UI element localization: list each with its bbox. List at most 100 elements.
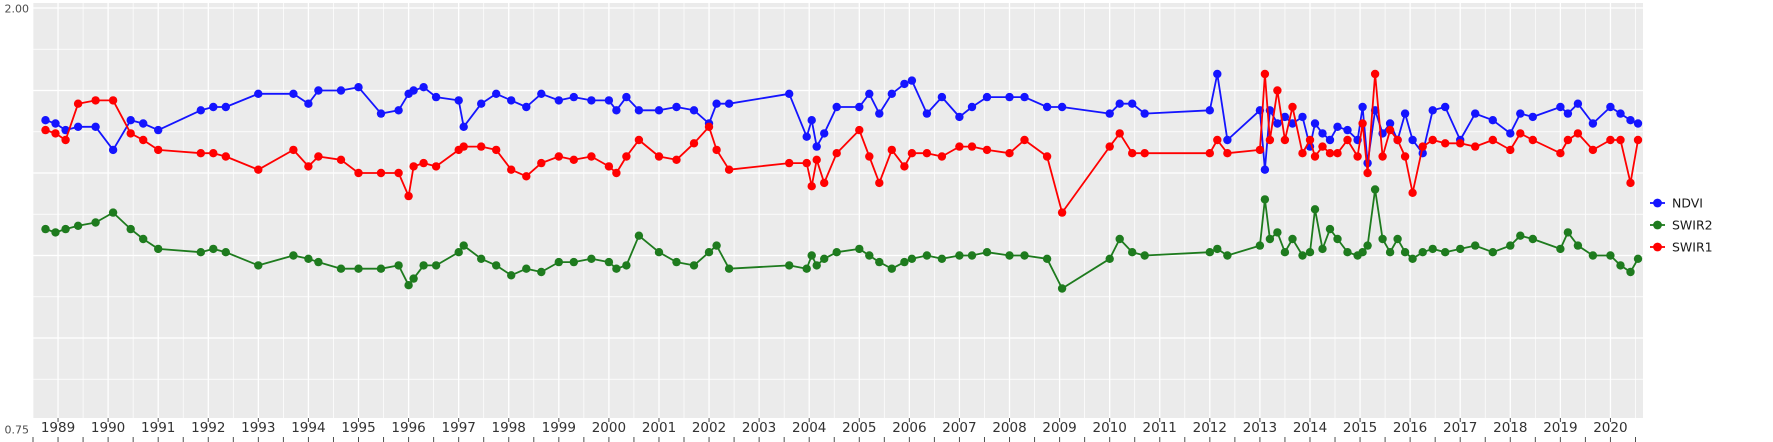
data-point-ndvi bbox=[569, 92, 578, 102]
data-point-ndvi bbox=[634, 106, 644, 115]
data-point-swir1 bbox=[254, 165, 263, 174]
data-point-swir2 bbox=[724, 264, 734, 273]
data-point-swir2 bbox=[820, 254, 829, 263]
data-point-swir2 bbox=[634, 231, 644, 240]
data-point-ndvi bbox=[554, 96, 563, 105]
data-point-swir2 bbox=[1105, 254, 1114, 263]
data-point-ndvi bbox=[304, 99, 313, 108]
data-point-swir1 bbox=[209, 149, 218, 158]
data-point-ndvi bbox=[1260, 165, 1270, 174]
data-point-ndvi bbox=[855, 102, 864, 112]
x-axis-labels: 1989 1990 1991 1992 1993 1994 1995 1996 1997 1998… bbox=[41, 420, 1628, 436]
data-point-ndvi bbox=[1358, 102, 1367, 112]
x-tick-label: 1996 bbox=[391, 420, 425, 436]
data-point-swir1 bbox=[1358, 119, 1367, 128]
data-point-ndvi bbox=[587, 96, 596, 105]
data-point-ndvi bbox=[126, 116, 135, 125]
data-point-ndvi bbox=[982, 92, 992, 102]
data-point-swir1 bbox=[1305, 135, 1315, 145]
data-point-swir1 bbox=[459, 142, 468, 151]
data-point-ndvi bbox=[354, 83, 363, 92]
x-tick-label: 2015 bbox=[1343, 420, 1377, 436]
data-point-swir1 bbox=[785, 158, 794, 168]
data-point-swir1 bbox=[1441, 139, 1450, 148]
data-point-swir2 bbox=[1563, 228, 1573, 237]
data-point-swir1 bbox=[654, 152, 664, 161]
x-tick-label: 2008 bbox=[992, 420, 1026, 436]
data-point-ndvi bbox=[1042, 102, 1052, 112]
data-point-ndvi bbox=[1280, 112, 1290, 122]
data-point-ndvi bbox=[1471, 109, 1480, 118]
data-point-swir1 bbox=[1606, 135, 1615, 145]
data-point-swir1 bbox=[73, 99, 83, 108]
data-point-swir1 bbox=[1205, 149, 1215, 158]
data-point-swir1 bbox=[634, 135, 644, 145]
x-tick-label: 1999 bbox=[542, 420, 576, 436]
data-point-swir2 bbox=[1005, 251, 1014, 260]
data-point-swir2 bbox=[1280, 248, 1290, 257]
data-point-swir1 bbox=[1563, 135, 1573, 145]
data-point-swir2 bbox=[807, 251, 816, 260]
data-point-ndvi bbox=[41, 116, 50, 125]
data-point-ndvi bbox=[409, 86, 418, 95]
data-point-ndvi bbox=[91, 122, 100, 131]
data-point-swir1 bbox=[1385, 125, 1395, 135]
data-point-swir1 bbox=[409, 162, 418, 171]
x-tick-label: 2001 bbox=[642, 420, 676, 436]
data-point-swir2 bbox=[126, 224, 135, 234]
data-point-swir2 bbox=[1213, 244, 1222, 254]
data-point-swir2 bbox=[1260, 195, 1270, 204]
data-point-ndvi bbox=[1385, 119, 1395, 128]
data-point-swir1 bbox=[1325, 149, 1335, 158]
data-point-swir1 bbox=[1318, 142, 1327, 151]
x-tick-label: 2004 bbox=[792, 420, 826, 436]
data-point-swir2 bbox=[1115, 234, 1124, 244]
data-point-swir1 bbox=[1213, 135, 1222, 145]
data-point-ndvi bbox=[812, 142, 821, 151]
data-point-swir2 bbox=[554, 257, 563, 267]
data-point-swir1 bbox=[419, 158, 428, 168]
data-point-ndvi bbox=[865, 89, 874, 99]
data-point-swir1 bbox=[689, 139, 699, 148]
data-point-ndvi bbox=[1563, 109, 1573, 118]
data-point-swir1 bbox=[1363, 168, 1372, 178]
data-point-swir1 bbox=[394, 168, 403, 178]
data-point-swir2 bbox=[139, 234, 148, 244]
data-point-swir2 bbox=[1606, 251, 1615, 260]
data-point-ndvi bbox=[139, 119, 148, 128]
data-point-swir2 bbox=[672, 257, 681, 267]
data-point-swir1 bbox=[1057, 208, 1067, 217]
data-point-ndvi bbox=[1616, 109, 1625, 118]
legend-label-ndvi: NDVI bbox=[1672, 196, 1703, 211]
data-point-swir2 bbox=[1378, 234, 1387, 244]
data-point-swir1 bbox=[1020, 135, 1029, 145]
data-point-swir2 bbox=[865, 251, 874, 260]
data-point-swir2 bbox=[376, 264, 386, 273]
data-point-swir1 bbox=[712, 145, 721, 155]
data-point-swir2 bbox=[1588, 251, 1598, 260]
data-point-swir2 bbox=[1471, 241, 1480, 250]
data-point-ndvi bbox=[654, 106, 664, 115]
data-point-swir1 bbox=[1418, 142, 1427, 151]
data-point-swir1 bbox=[865, 152, 874, 161]
data-point-swir1 bbox=[354, 168, 363, 178]
data-point-ndvi bbox=[507, 96, 516, 105]
data-point-swir2 bbox=[394, 261, 403, 270]
data-point-swir1 bbox=[126, 129, 135, 138]
data-point-ndvi bbox=[967, 102, 977, 112]
data-point-swir1 bbox=[887, 145, 896, 155]
x-tick-label: 1997 bbox=[442, 420, 476, 436]
data-point-swir2 bbox=[51, 228, 60, 237]
data-point-swir1 bbox=[1260, 69, 1270, 79]
data-point-ndvi bbox=[431, 92, 441, 102]
data-point-swir2 bbox=[887, 264, 896, 273]
data-point-swir2 bbox=[1488, 248, 1498, 257]
data-point-swir2 bbox=[967, 251, 977, 260]
data-point-swir2 bbox=[1428, 244, 1437, 254]
data-point-ndvi bbox=[419, 83, 428, 92]
data-point-swir2 bbox=[832, 248, 841, 257]
x-tick-label: 2012 bbox=[1193, 420, 1227, 436]
data-point-swir1 bbox=[51, 129, 60, 138]
